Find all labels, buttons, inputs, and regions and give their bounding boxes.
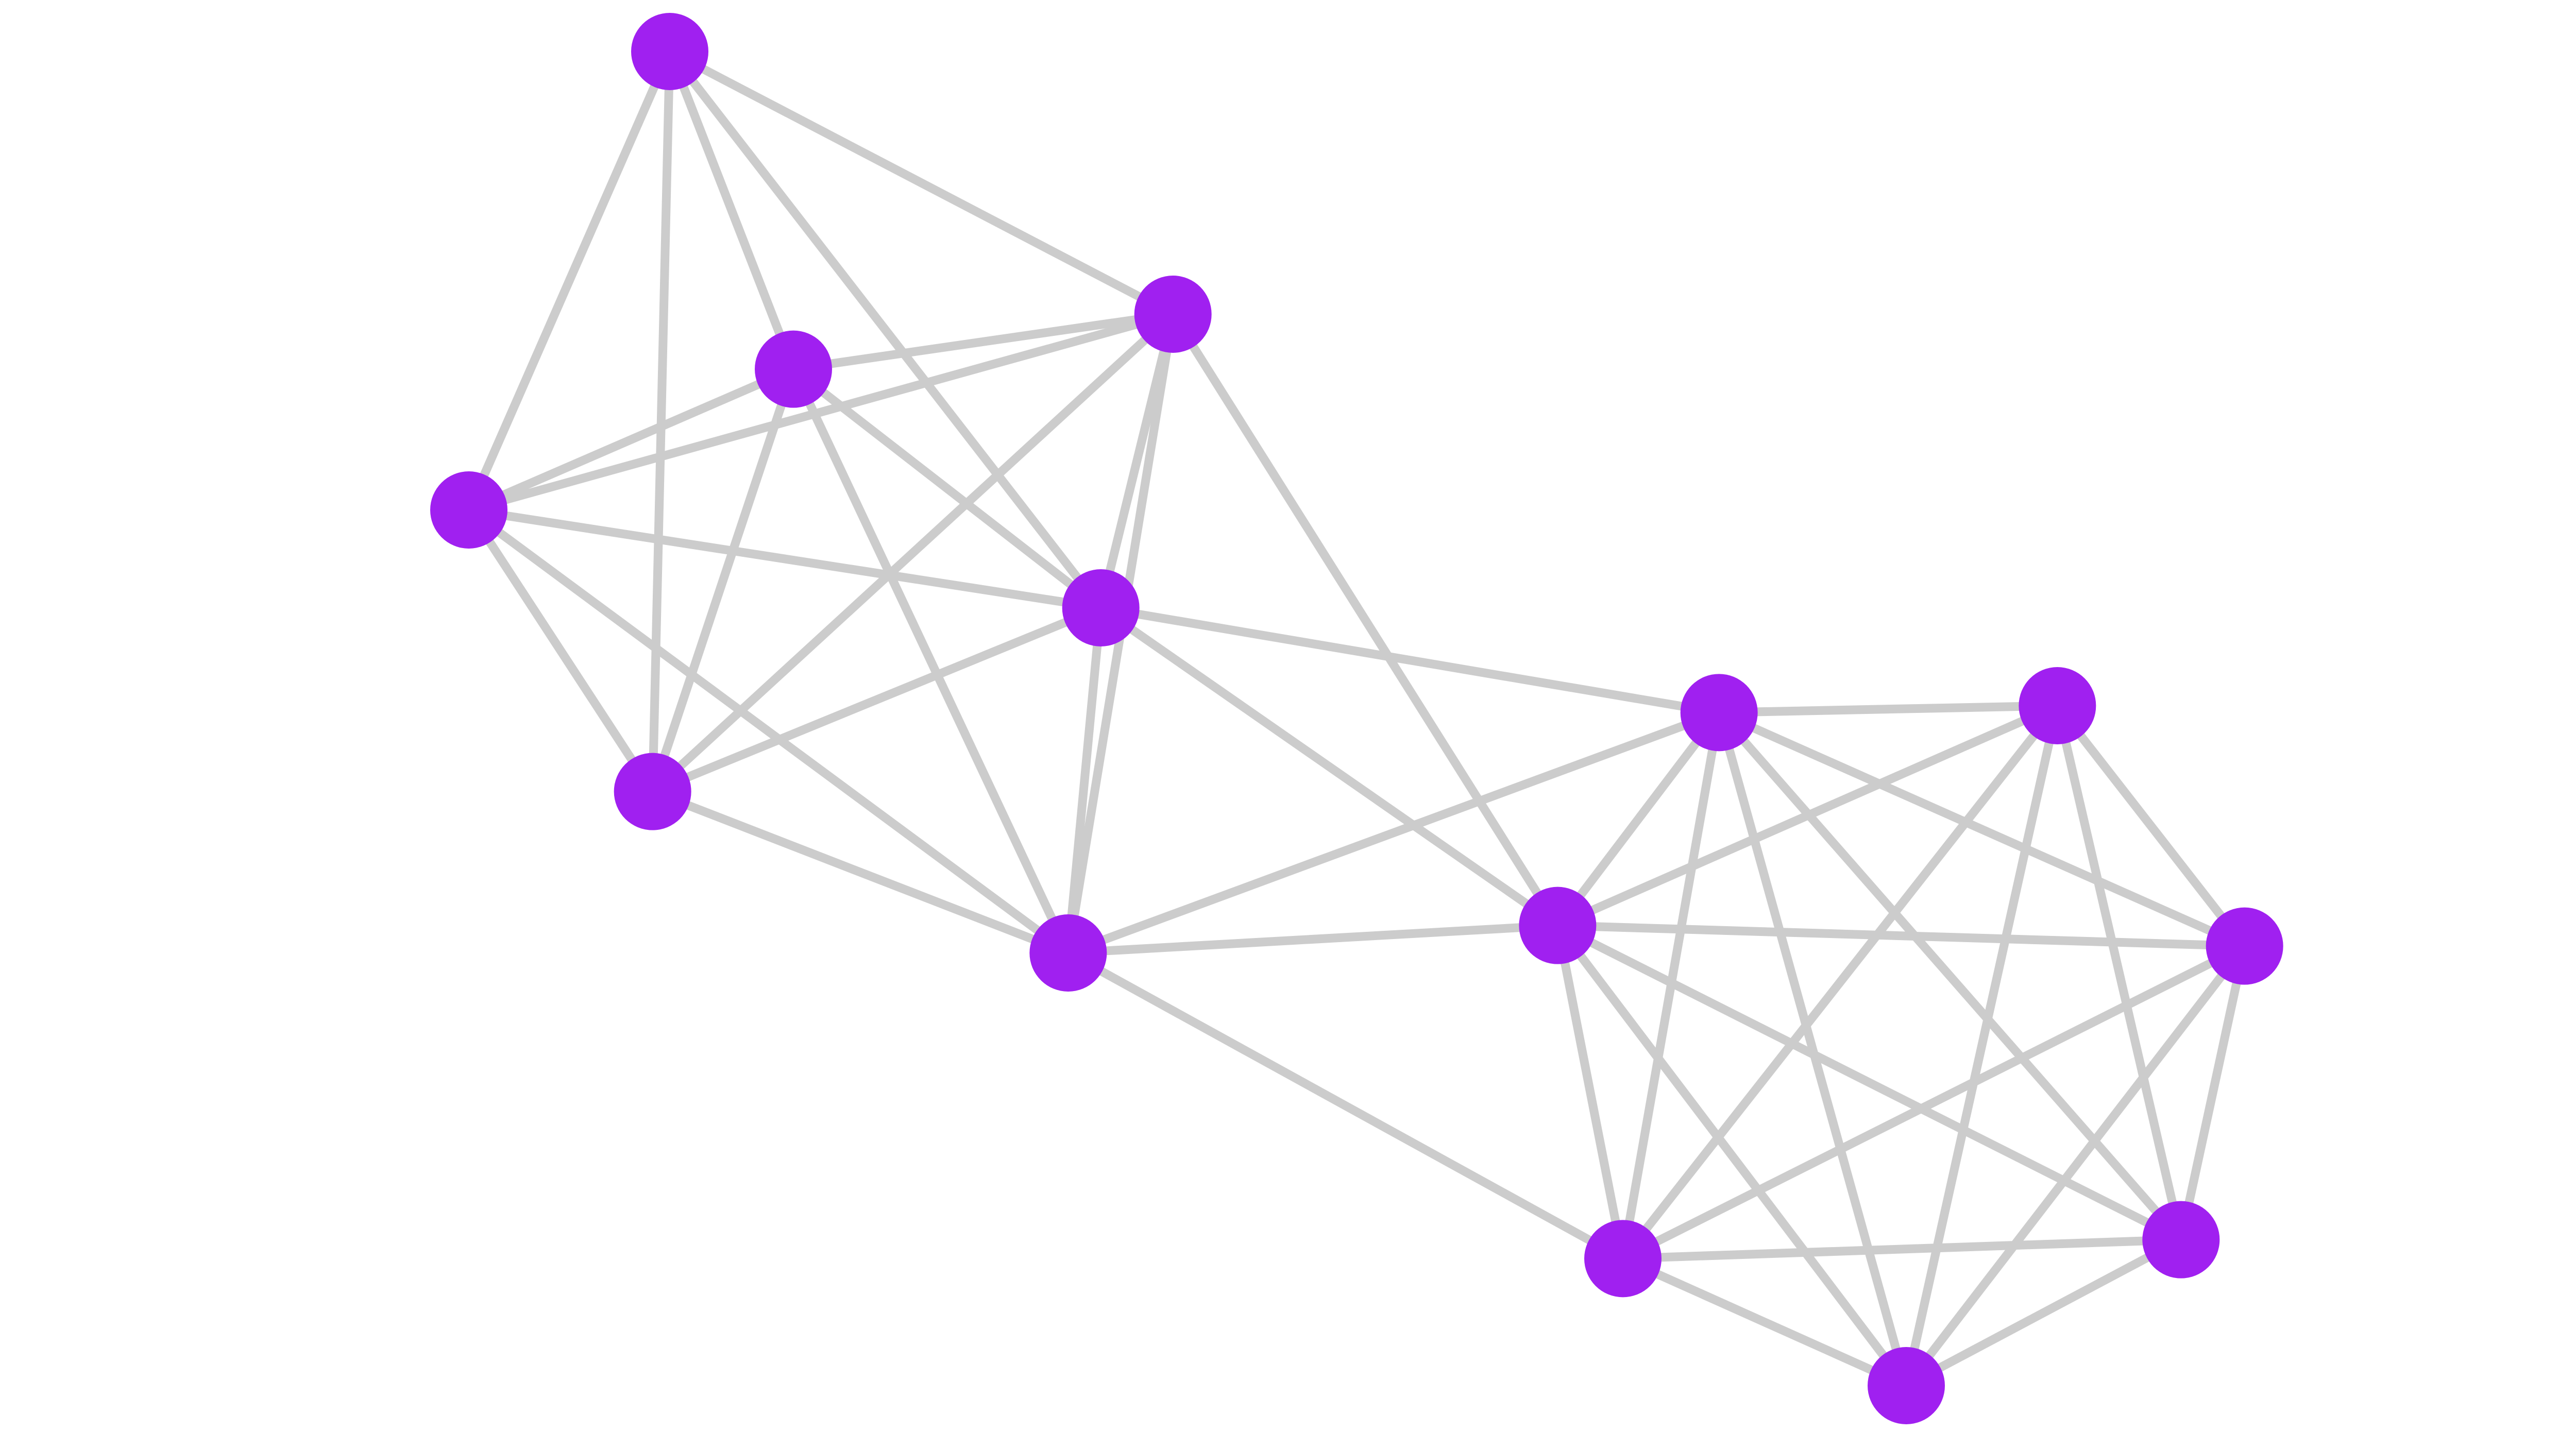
node-M[interactable] xyxy=(2142,1201,2220,1278)
edge-H-K xyxy=(1717,708,2247,950)
edge-B-F xyxy=(649,311,1176,795)
edge-J-L xyxy=(1553,925,1628,1259)
edge-C-F xyxy=(648,367,798,793)
node-D[interactable] xyxy=(430,471,507,549)
edge-G-J xyxy=(1067,921,1558,958)
edge-L-M xyxy=(1622,1235,2181,1263)
edge-H-J xyxy=(1554,710,1723,928)
edge-E-H xyxy=(1100,603,1720,717)
node-K[interactable] xyxy=(2206,907,2283,985)
edge-I-N xyxy=(1902,705,2062,1387)
edge-A-F xyxy=(648,51,674,792)
edge-J-M xyxy=(1555,922,2183,1244)
edge-F-G xyxy=(651,787,1070,957)
edge-J-K xyxy=(1557,921,2245,951)
edge-D-B xyxy=(467,310,1174,515)
node-H[interactable] xyxy=(1680,674,1758,752)
node-A[interactable] xyxy=(631,13,708,90)
edge-I-K xyxy=(2054,703,2248,949)
edge-E-F xyxy=(651,604,1103,796)
node-C[interactable] xyxy=(755,330,832,408)
edge-B-J xyxy=(1169,312,1562,928)
node-L[interactable] xyxy=(1584,1220,1662,1298)
node-B[interactable] xyxy=(1134,276,1212,353)
edge-A-B xyxy=(668,47,1175,318)
node-E[interactable] xyxy=(1062,569,1140,646)
node-G[interactable] xyxy=(1029,914,1107,992)
edge-H-N xyxy=(1715,711,1911,1387)
edge-G-H xyxy=(1066,708,1721,957)
edge-K-M xyxy=(2177,945,2249,1241)
edge-E-J xyxy=(1098,604,1561,929)
node-J[interactable] xyxy=(1519,887,1597,964)
edge-A-E xyxy=(666,48,1105,611)
edges-layer xyxy=(465,47,2249,1390)
edge-C-G xyxy=(789,367,1073,955)
edge-I-J xyxy=(1555,702,2059,930)
node-I[interactable] xyxy=(2019,667,2096,744)
edge-G-L xyxy=(1066,949,1625,1263)
edge-D-F xyxy=(465,507,656,794)
edge-J-N xyxy=(1554,923,1910,1389)
edge-A-C xyxy=(666,49,798,371)
nodes-layer xyxy=(430,13,2283,1424)
node-F[interactable] xyxy=(614,753,691,830)
edge-E-G xyxy=(1063,607,1106,953)
edge-M-N xyxy=(1904,1236,2183,1390)
edge-L-N xyxy=(1621,1254,1908,1390)
edge-H-M xyxy=(1716,709,2184,1243)
edge-K-N xyxy=(1903,943,2248,1389)
edge-H-I xyxy=(1719,701,2058,717)
edge-I-L xyxy=(1619,703,2061,1261)
edge-D-E xyxy=(468,505,1101,612)
node-N[interactable] xyxy=(1868,1347,1945,1424)
edge-C-B xyxy=(792,310,1174,374)
edge-I-M xyxy=(2053,705,2185,1241)
edge-K-L xyxy=(1621,942,2247,1263)
edge-C-D xyxy=(467,365,795,514)
edge-D-G xyxy=(466,506,1071,957)
edge-A-D xyxy=(465,49,674,512)
